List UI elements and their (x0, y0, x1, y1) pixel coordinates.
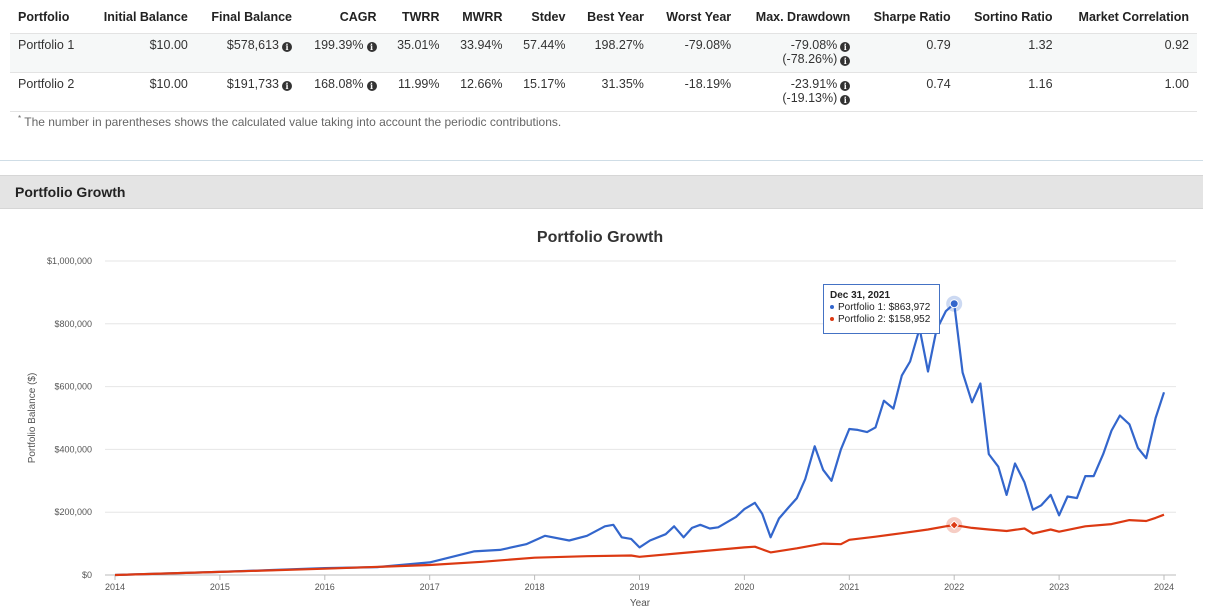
best-year: 31.35% (573, 72, 652, 112)
x-tick-label: 2017 (420, 582, 440, 592)
max-drawdown-contrib: (-19.13%) (782, 91, 838, 105)
mwrr: 33.94% (447, 33, 511, 73)
col-header[interactable]: Initial Balance (103, 9, 188, 24)
chart-title: Portfolio Growth (537, 229, 663, 246)
twrr: 35.01% (384, 33, 448, 73)
y-tick-label: $200,000 (54, 507, 92, 517)
stdev: 57.44% (510, 33, 574, 73)
cagr: 199.39% (314, 38, 364, 52)
info-circle-icon[interactable]: i (840, 95, 851, 105)
section-divider (0, 160, 1203, 175)
series-line-portfolio-1 (114, 302, 1166, 577)
x-tick-label: 2022 (944, 582, 964, 592)
x-tick-label: 2021 (839, 582, 859, 592)
x-tick-label: 2023 (1049, 582, 1069, 592)
col-header[interactable]: CAGR (339, 9, 377, 24)
best-year: 198.27% (573, 33, 652, 73)
hover-marker-portfolio-2 (949, 520, 959, 530)
info-circle-icon[interactable]: i (282, 42, 293, 52)
col-header[interactable]: Portfolio (18, 9, 70, 24)
col-header[interactable]: TWRR (402, 9, 440, 24)
col-header[interactable]: Market Correlation (1078, 9, 1189, 24)
col-header[interactable]: Max. Drawdown (755, 9, 851, 24)
col-header[interactable]: MWRR (462, 9, 503, 24)
y-tick-label: $800,000 (54, 319, 92, 329)
y-tick-label: $0 (82, 570, 92, 580)
table-header-row: Portfolio Initial Balance Final Balance … (10, 0, 1197, 34)
initial-balance: $10.00 (87, 72, 196, 112)
mwrr: 12.66% (447, 72, 511, 112)
panel-title: Portfolio Growth (15, 184, 126, 200)
footnote: * The number in parentheses shows the ca… (18, 114, 561, 129)
market-correlation: 0.92 (1060, 33, 1197, 73)
worst-year: -79.08% (651, 33, 740, 73)
tooltip-value-1: Portfolio 1: $863,972 (838, 302, 931, 313)
max-drawdown: -23.91% (790, 77, 838, 91)
col-header[interactable]: Stdev (531, 9, 566, 24)
tooltip-line-portfolio-1: Portfolio 1: $863,972 (830, 302, 933, 314)
x-tick-label: 2016 (315, 582, 335, 592)
stdev: 15.17% (510, 72, 574, 112)
y-axis-title: Portfolio Balance ($) (27, 373, 38, 464)
sortino-ratio: 1.16 (958, 72, 1061, 112)
series-line-portfolio-2 (114, 513, 1165, 577)
statistics-table: Portfolio Initial Balance Final Balance … (10, 0, 1197, 112)
col-header[interactable]: Worst Year (666, 9, 732, 24)
col-header[interactable]: Best Year (587, 9, 644, 24)
final-balance: $578,613 (226, 38, 280, 52)
x-axis-title: Year (630, 598, 651, 609)
final-balance: $191,733 (226, 77, 280, 91)
x-tick-label: 2019 (629, 582, 649, 592)
info-circle-icon[interactable]: i (366, 81, 377, 91)
portfolio-name: Portfolio 2 (10, 72, 88, 112)
final-balance-cell: $191,733 i (195, 72, 301, 112)
panel-header: Portfolio Growth (0, 175, 1203, 209)
max-drawdown-contrib: (-78.26%) (782, 52, 838, 66)
hover-marker-portfolio-1 (949, 299, 959, 309)
info-circle-icon[interactable]: i (840, 42, 851, 52)
tooltip-value-2: Portfolio 2: $158,952 (838, 314, 931, 325)
info-circle-icon[interactable]: i (366, 42, 377, 52)
x-tick-label: 2018 (525, 582, 545, 592)
x-tick-label: 2015 (210, 582, 230, 592)
series-dot-icon (830, 317, 834, 321)
info-circle-icon[interactable]: i (282, 81, 293, 91)
max-drawdown-cell: -79.08% i (-78.26%) i (739, 33, 859, 73)
x-tick-label: 2024 (1154, 582, 1174, 592)
col-header[interactable]: Sharpe Ratio (873, 9, 951, 24)
portfolio-name: Portfolio 1 (10, 33, 88, 73)
final-balance-cell: $578,613 i (195, 33, 301, 73)
footnote-text: The number in parentheses shows the calc… (24, 115, 562, 129)
cagr-cell: 168.08% i (300, 72, 385, 112)
series-dot-icon (830, 305, 834, 309)
y-tick-label: $600,000 (54, 382, 92, 392)
sharpe-ratio: 0.74 (858, 72, 959, 112)
x-tick-label: 2020 (734, 582, 754, 592)
sharpe-ratio: 0.79 (858, 33, 959, 73)
cagr: 168.08% (314, 77, 364, 91)
chart-tooltip: Dec 31, 2021 Portfolio 1: $863,972 Portf… (823, 284, 940, 334)
y-tick-label: $1,000,000 (47, 256, 92, 266)
table-row: Portfolio 2 $10.00 $191,733 i 168.08% i 11… (10, 72, 1197, 112)
sortino-ratio: 1.32 (958, 33, 1061, 73)
cagr-cell: 199.39% i (300, 33, 385, 73)
worst-year: -18.19% (651, 72, 740, 112)
market-correlation: 1.00 (1060, 72, 1197, 112)
tooltip-line-portfolio-2: Portfolio 2: $158,952 (830, 314, 933, 326)
footnote-marker: * (18, 114, 22, 123)
initial-balance: $10.00 (87, 33, 196, 73)
tooltip-date: Dec 31, 2021 (830, 290, 891, 301)
y-tick-label: $400,000 (54, 444, 92, 454)
max-drawdown-cell: -23.91% i (-19.13%) i (739, 72, 859, 112)
max-drawdown: -79.08% (790, 38, 838, 52)
info-circle-icon[interactable]: i (840, 56, 851, 66)
x-tick-label: 2014 (105, 582, 125, 592)
table-row: Portfolio 1 $10.00 $578,613 i 199.39% i 35… (10, 33, 1197, 73)
twrr: 11.99% (384, 72, 448, 112)
col-header[interactable]: Sortino Ratio (974, 9, 1053, 24)
portfolio-growth-chart[interactable]: Portfolio Growth $0 $200,000 $400,000 $600,0… (0, 208, 1205, 613)
info-circle-icon[interactable]: i (840, 81, 851, 91)
col-header[interactable]: Final Balance (211, 9, 293, 24)
